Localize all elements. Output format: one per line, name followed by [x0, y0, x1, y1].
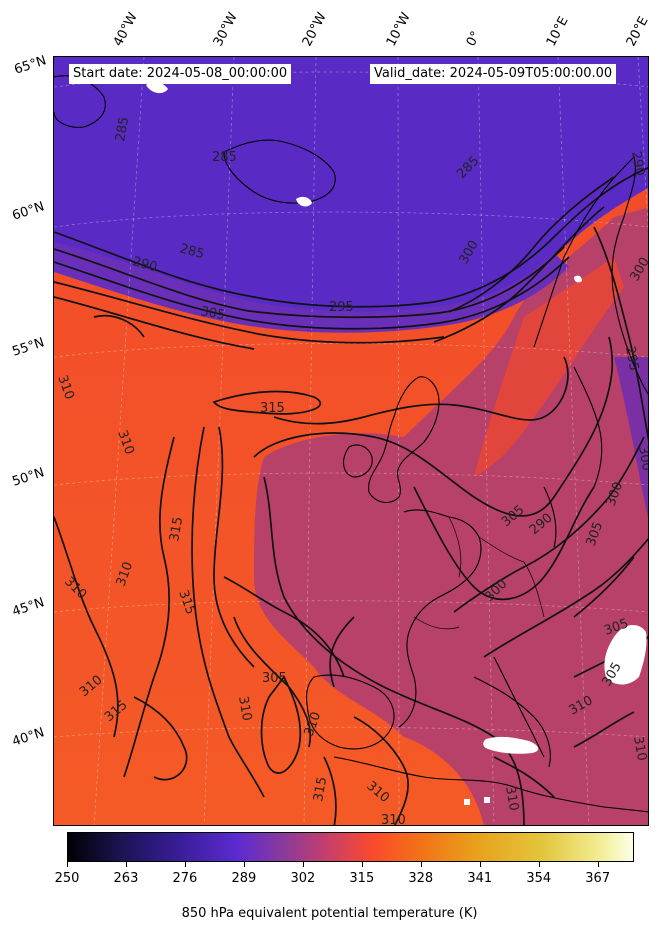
colorbar-tick-label: 276: [172, 871, 198, 886]
colorbar-tick: [361, 861, 363, 867]
map-panel[interactable]: 285 285 285 285 290 295 300 305 310 310 …: [53, 56, 649, 826]
lat-label-65n: 65°N: [12, 53, 49, 78]
colorbar-tick-label: 289: [231, 871, 257, 886]
contour-label: 290: [628, 150, 647, 177]
contour-label: 315: [260, 401, 285, 416]
colorbar-tick: [125, 861, 127, 867]
colorbar-tick: [479, 861, 481, 867]
lon-label-10w: 10°W: [383, 10, 414, 49]
contour-label: 300: [635, 445, 649, 472]
colorbar-tick: [538, 861, 540, 867]
contours: [54, 166, 648, 825]
colorbar-tick-label: 367: [585, 871, 611, 886]
colorbar-tick: [243, 861, 245, 867]
colorbar-tick: [184, 861, 186, 867]
missing-data: [146, 82, 647, 805]
contour-label: 305: [199, 304, 226, 323]
lat-label-55n: 55°N: [10, 335, 47, 360]
lon-label-0: 0°: [463, 28, 484, 49]
contour-label: 310: [630, 735, 649, 762]
cold-fringe: [54, 242, 569, 333]
colorbar-tick: [420, 861, 422, 867]
contour-label: 295: [622, 345, 641, 372]
contour-label: 305: [262, 671, 287, 686]
cold-east: [614, 357, 648, 518]
start-date-label: Start date: 2024-05-08_00:00:00: [69, 64, 292, 84]
lon-label-40w: 40°W: [110, 10, 141, 49]
lon-label-10e: 10°E: [543, 14, 572, 49]
graticule: [54, 57, 648, 825]
colorbar-tick: [302, 861, 304, 867]
contour-label: 285: [212, 150, 237, 165]
theta-e-field: 285 285 285 285 290 295 300 305 310 310 …: [54, 57, 649, 826]
colorbar-tick-label: 302: [290, 871, 316, 886]
colorbar-label: 850 hPa equivalent potential temperature…: [181, 906, 478, 921]
lat-label-45n: 45°N: [10, 595, 47, 620]
lat-label-50n: 50°N: [10, 465, 47, 490]
lon-label-20e: 20°E: [623, 14, 652, 49]
contour-label: 315: [167, 516, 186, 543]
colorbar-tick: [67, 861, 68, 867]
colorbar-tick-label: 354: [526, 871, 552, 886]
colorbar-tick-label: 328: [408, 871, 434, 886]
colorbar-tick-label: 341: [467, 871, 493, 886]
valid-date-label: Valid_date: 2024-05-09T05:00:00.00: [370, 64, 617, 84]
contour-label: 310: [381, 813, 406, 826]
contour-label: 285: [178, 241, 206, 262]
coastlines: [54, 75, 648, 813]
contour-label: 315: [311, 776, 330, 803]
contour-label: 310: [235, 695, 254, 722]
colorbar-tick-label: 315: [349, 871, 375, 886]
contour-label: 285: [113, 116, 132, 143]
colorbar-tick-label: 263: [113, 871, 139, 886]
lon-label-20w: 20°W: [299, 10, 330, 49]
cold-region: [54, 57, 648, 317]
contour-label: 290: [131, 254, 159, 275]
contour-label: 310: [502, 785, 521, 812]
colorbar-tick: [597, 861, 599, 867]
lat-label-60n: 60°N: [10, 199, 47, 224]
lat-label-40n: 40°N: [10, 725, 47, 750]
contour-label: 295: [329, 300, 354, 315]
colorbar: [67, 832, 634, 862]
warm-strip: [474, 257, 624, 477]
colorbar-tick-label: 250: [54, 871, 80, 886]
lon-label-30w: 30°W: [210, 10, 241, 49]
